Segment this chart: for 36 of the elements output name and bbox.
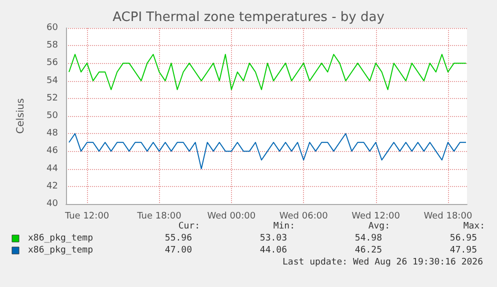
text: 46.25 <box>354 246 382 256</box>
y-tick-label: 44 <box>46 164 58 174</box>
y-tick-label: 58 <box>46 40 58 51</box>
y-axis-title: Celsius <box>16 98 26 134</box>
legend-label: x86_pkg_temp <box>28 246 94 256</box>
x-tick-label: Wed 06:00 <box>279 212 328 222</box>
text: 44.06 <box>260 246 287 256</box>
line-series <box>68 54 466 90</box>
legend-label: x86_pkg_temp <box>28 234 94 244</box>
x-tick-label: Wed 12:00 <box>352 212 400 222</box>
text: 47.95 <box>450 246 477 256</box>
text: 56.95 <box>450 234 477 244</box>
text: 53.03 <box>260 234 287 244</box>
x-tick-label: Tue 18:00 <box>136 212 182 222</box>
x-tick-label: Wed 00:00 <box>207 212 256 222</box>
y-tick-label: 60 <box>46 23 58 33</box>
x-tick-label: Tue 12:00 <box>64 212 110 222</box>
text: Max: <box>463 222 486 232</box>
text: Min: <box>273 222 296 232</box>
y-tick-label: 56 <box>46 58 58 68</box>
text: Last update: Wed Aug 26 19:30:16 2026 <box>282 258 483 268</box>
y-tick-label: 48 <box>46 128 58 139</box>
line-series <box>68 133 466 170</box>
chart-title: ACPI Thermal zone temperatures - by day <box>112 10 385 25</box>
y-tick-label: 52 <box>46 93 58 104</box>
text: 54.98 <box>354 234 382 244</box>
y-tick-label: 46 <box>46 146 58 156</box>
x-tick-label: Wed 18:00 <box>424 212 472 222</box>
text: Avg: <box>368 222 390 232</box>
y-tick-label: 42 <box>46 181 58 192</box>
text: Cur: <box>178 222 200 232</box>
y-tick-label: 40 <box>46 199 58 209</box>
text: 47.00 <box>164 246 192 256</box>
y-tick-label: 54 <box>46 76 58 86</box>
text: 55.96 <box>164 234 192 244</box>
y-tick-label: 50 <box>46 111 58 121</box>
